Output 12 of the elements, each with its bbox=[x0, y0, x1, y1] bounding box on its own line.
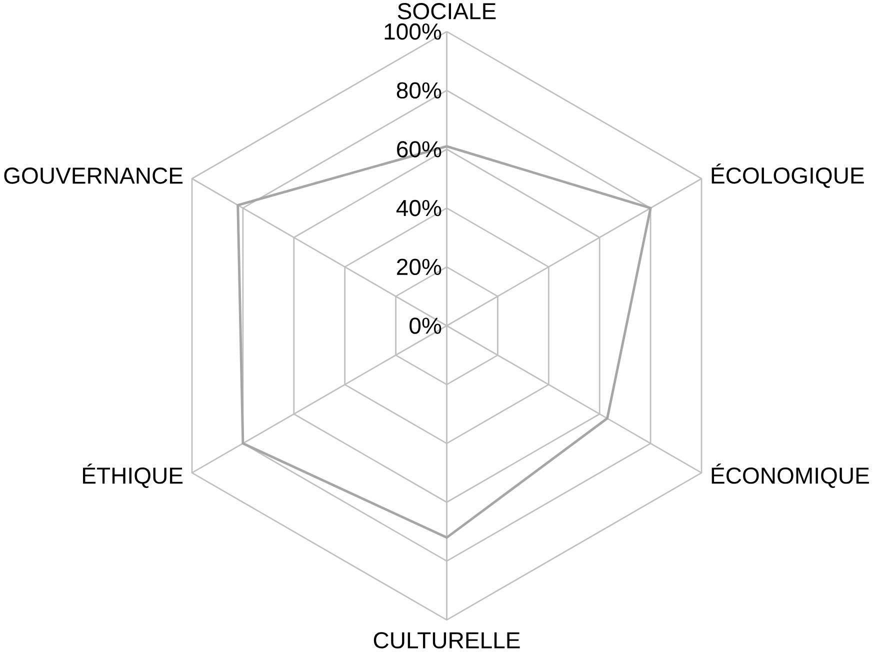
spoke-label: ÉCONOMIQUE bbox=[712, 464, 869, 488]
spoke-label: SOCIALE bbox=[398, 3, 496, 20]
spoke-label: GOUVERNANCE bbox=[4, 168, 183, 184]
spoke-label: ÉCOLOGIQUE bbox=[712, 164, 864, 188]
spoke-label: CULTURELLE bbox=[374, 632, 520, 649]
spoke-label: ÉTHIQUE bbox=[83, 464, 183, 488]
y-tick-label: 100% bbox=[384, 24, 442, 40]
y-tick-label: 60% bbox=[397, 141, 442, 158]
y-tick-label: 80% bbox=[396, 82, 442, 99]
y-tick-label: 40% bbox=[396, 200, 442, 216]
y-tick-label: 0% bbox=[410, 318, 442, 334]
y-tick-label: 20% bbox=[397, 259, 442, 276]
